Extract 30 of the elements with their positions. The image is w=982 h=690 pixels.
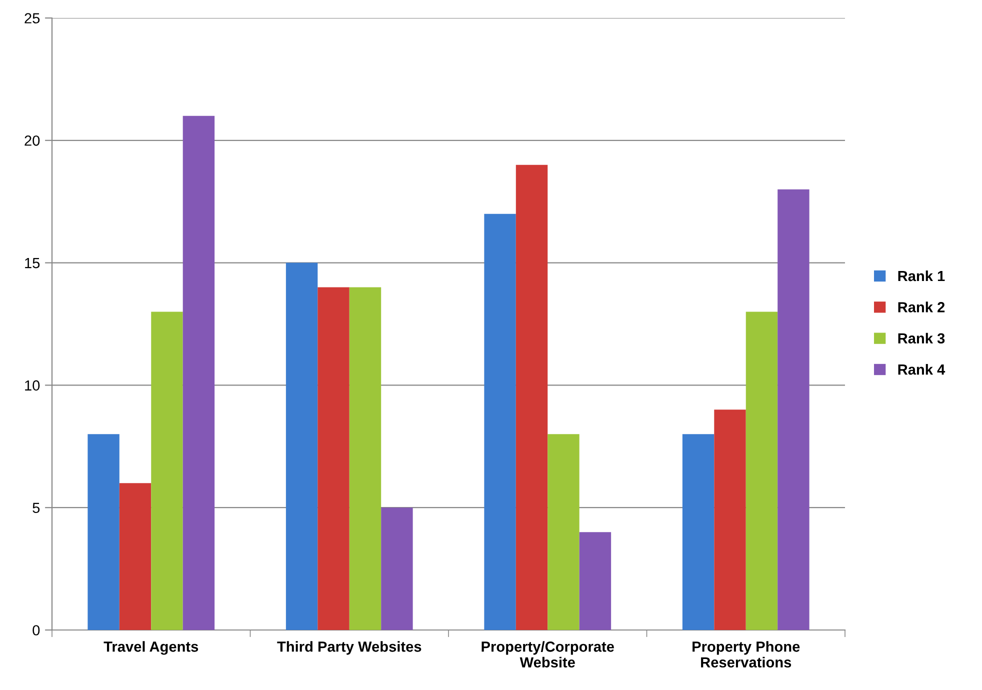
bar [484,214,516,630]
x-tick-label: Property Phone Reservations [692,641,800,668]
bar [286,262,318,630]
legend-label: Rank 3 [898,332,945,344]
y-tick-label: 0 [32,625,40,636]
x-tick-label: Travel Agents [104,641,198,655]
legend-label: Rank 4 [898,364,946,375]
bar [548,434,580,630]
bar [682,434,714,630]
legend-label: Rank 1 [898,270,945,282]
y-tick-label: 10 [25,380,40,391]
y-tick-label: 5 [32,502,40,514]
y-tick-label: 25 [24,13,40,24]
bar [516,164,548,630]
x-tick-label: Property/Corporate Website [482,641,614,668]
bar [119,483,152,630]
x-tick-label: Third Party Websites [277,641,422,655]
legend-label: Rank 2 [898,302,945,312]
bar [714,410,746,630]
bar [151,312,183,630]
bar [88,434,120,630]
y-tick-label: 15 [25,258,40,268]
bar [182,116,215,630]
bar [778,189,810,630]
bar [318,287,350,630]
bar [349,287,382,630]
bar [746,312,778,630]
bar [579,532,612,630]
y-tick-label: 20 [24,136,40,146]
bar [381,508,413,630]
